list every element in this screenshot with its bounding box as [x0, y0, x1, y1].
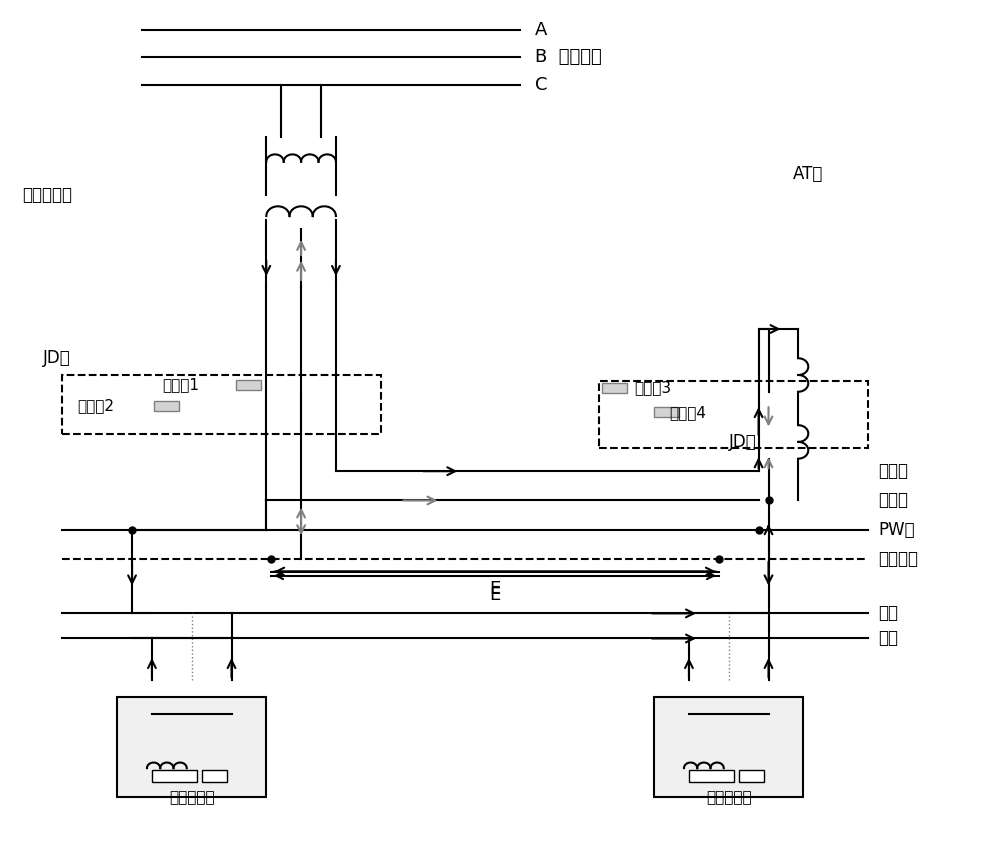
Text: JD箱: JD箱 [43, 349, 70, 366]
Text: E: E [489, 580, 501, 598]
Text: 抗流变压器: 抗流变压器 [169, 790, 215, 805]
Text: 监测点2: 监测点2 [77, 398, 114, 413]
Text: 接触线: 接触线 [878, 462, 908, 480]
Bar [739, 770, 764, 782]
Bar [236, 380, 261, 390]
Bar [654, 697, 803, 797]
Text: JD箱: JD箱 [729, 433, 756, 451]
Bar [689, 770, 734, 782]
Text: A: A [535, 20, 547, 39]
Text: 钢轨: 钢轨 [878, 605, 898, 622]
Text: 钢轨: 钢轨 [878, 630, 898, 647]
Text: 监测点3: 监测点3 [634, 380, 671, 395]
Bar [202, 770, 227, 782]
Text: 牵引变压器: 牵引变压器 [23, 186, 73, 204]
Text: 抗流变压器: 抗流变压器 [706, 790, 752, 805]
Text: 监测点1: 监测点1 [162, 377, 199, 392]
Bar [117, 697, 266, 797]
Text: 正馈线: 正馈线 [878, 492, 908, 509]
Text: PW线: PW线 [878, 520, 915, 539]
Text: B  三相电源: B 三相电源 [535, 48, 602, 67]
Bar [654, 407, 679, 417]
Bar [602, 383, 627, 393]
Text: E: E [489, 586, 501, 604]
Text: 贯通地线: 贯通地线 [878, 550, 918, 568]
Text: AT所: AT所 [793, 165, 824, 184]
Bar [152, 770, 197, 782]
Text: 监测点4: 监测点4 [669, 405, 706, 420]
Text: C: C [535, 76, 547, 93]
Bar [154, 401, 179, 411]
